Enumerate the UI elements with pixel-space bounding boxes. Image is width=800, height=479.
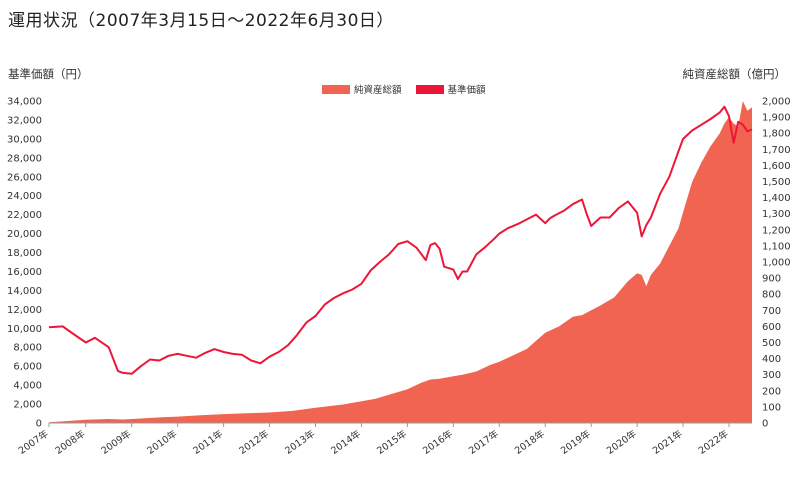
- x-tick-label: 2021年: [650, 427, 685, 456]
- left-y-tick-label: 32,000: [7, 115, 42, 126]
- left-y-tick-label: 8,000: [13, 343, 42, 354]
- page-title: 運用状況（2007年3月15日〜2022年6月30日）: [8, 11, 394, 31]
- right-y-tick-label: 500: [762, 338, 781, 349]
- right-y-tick-label: 1,600: [762, 161, 791, 172]
- right-y-tick-label: 700: [762, 306, 781, 317]
- x-tick-label: 2014年: [329, 427, 364, 456]
- legend-label-nav: 基準価額: [447, 85, 486, 96]
- right-y-tick-label: 1,400: [762, 193, 791, 204]
- legend-label-net-assets: 純資産総額: [354, 85, 402, 96]
- right-y-tick-label: 400: [762, 354, 781, 365]
- right-y-tick-label: 2,000: [762, 97, 791, 108]
- right-y-tick-label: 1,000: [762, 258, 791, 269]
- x-tick-label: 2010年: [145, 427, 180, 456]
- right-y-tick-label: 0: [762, 419, 768, 430]
- right-y-tick-label: 1,700: [762, 145, 791, 156]
- left-y-tick-label: 22,000: [7, 210, 42, 221]
- legend-swatch-nav: [415, 84, 444, 94]
- left-y-tick-label: 4,000: [13, 381, 42, 392]
- left-y-tick-label: 6,000: [13, 362, 42, 373]
- x-tick-label: 2008年: [53, 427, 88, 456]
- left-y-tick-label: 28,000: [7, 153, 42, 164]
- x-tick-label: 2007年: [16, 427, 51, 456]
- left-y-tick-label: 20,000: [7, 229, 42, 240]
- left-y-tick-label: 30,000: [7, 134, 42, 145]
- legend-item-net-assets: 純資産総額: [322, 82, 402, 96]
- right-y-tick-label: 800: [762, 290, 781, 301]
- right-y-tick-label: 900: [762, 274, 781, 285]
- right-y-tick-label: 100: [762, 402, 781, 413]
- chart-legend: 純資産総額 基準価額: [322, 82, 486, 96]
- left-y-tick-label: 14,000: [7, 286, 42, 297]
- left-y-tick-label: 12,000: [7, 305, 42, 316]
- nav-line: [48, 105, 753, 375]
- x-tick-label: 2011年: [191, 427, 226, 456]
- right-y-tick-label: 1,300: [762, 209, 791, 220]
- right-y-tick-label: 1,100: [762, 241, 791, 252]
- x-tick-label: 2012年: [237, 427, 272, 456]
- x-tick-label: 2018年: [512, 427, 547, 456]
- right-y-tick-label: 300: [762, 370, 781, 381]
- left-y-tick-label: 0: [36, 419, 42, 430]
- net-assets-area: [49, 101, 752, 423]
- left-y-tick-label: 2,000: [13, 400, 42, 411]
- right-axis-title: 純資産総額（億円）: [682, 67, 787, 81]
- x-tick-label: 2022年: [696, 427, 731, 456]
- left-y-tick-label: 26,000: [7, 172, 42, 183]
- right-y-tick-label: 200: [762, 386, 781, 397]
- left-y-tick-label: 18,000: [7, 248, 42, 259]
- right-y-tick-label: 1,800: [762, 129, 791, 140]
- left-y-tick-label: 10,000: [7, 324, 42, 335]
- x-tick-label: 2019年: [558, 427, 593, 456]
- right-y-tick-label: 1,200: [762, 225, 791, 236]
- right-y-tick-label: 600: [762, 322, 781, 333]
- x-tick-label: 2017年: [467, 427, 502, 456]
- left-y-tick-label: 34,000: [7, 97, 42, 108]
- right-y-tick-label: 1,900: [762, 113, 791, 124]
- x-tick-label: 2009年: [99, 427, 134, 456]
- left-y-tick-label: 16,000: [7, 267, 42, 278]
- x-tick-label: 2016年: [421, 427, 456, 456]
- right-y-tick-label: 1,500: [762, 177, 791, 188]
- legend-item-nav: 基準価額: [415, 82, 486, 96]
- x-tick-label: 2020年: [604, 427, 639, 456]
- legend-swatch-net-assets: [322, 84, 350, 94]
- x-tick-label: 2015年: [375, 427, 410, 456]
- left-y-tick-label: 24,000: [7, 191, 42, 202]
- left-axis-title: 基準価額（円）: [8, 67, 89, 81]
- x-tick-label: 2013年: [283, 427, 318, 456]
